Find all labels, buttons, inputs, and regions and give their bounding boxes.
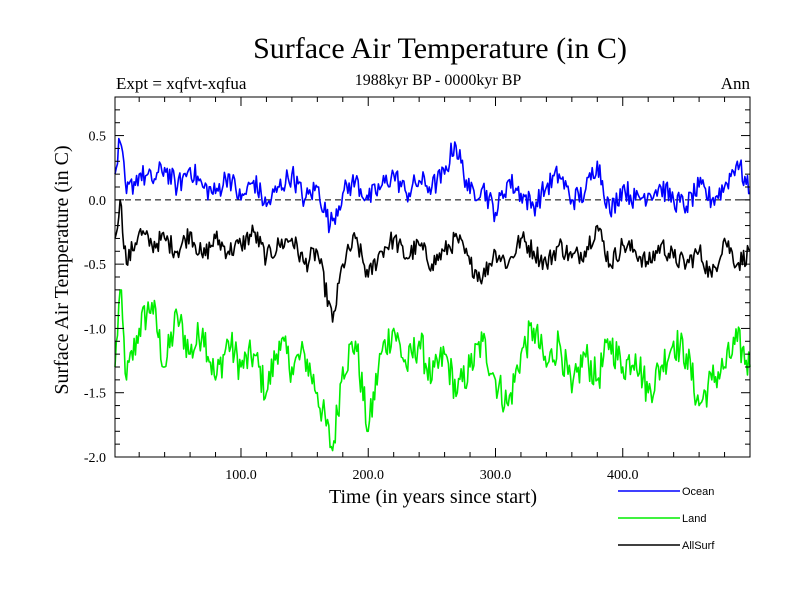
y-tick-label: 0.0 (89, 194, 107, 209)
y-axis-label: Surface Air Temperature (in C) (51, 145, 73, 394)
y-tick-label: -2.0 (84, 451, 106, 466)
season-label: Ann (721, 74, 751, 93)
y-tick-label: -0.5 (84, 258, 106, 273)
x-tick-label: 100.0 (225, 468, 257, 483)
experiment-label: Expt = xqfvt-xqfua (116, 74, 247, 93)
x-tick-label: 400.0 (607, 468, 639, 483)
y-tick-label: -1.0 (84, 322, 106, 337)
x-tick-label: 300.0 (480, 468, 512, 483)
x-tick-label: 200.0 (352, 468, 384, 483)
legend-label-allsurf: AllSurf (682, 540, 715, 552)
legend-label-ocean: Ocean (682, 486, 714, 498)
chart-subtitle: 1988kyr BP - 0000kyr BP (355, 72, 522, 89)
series-line-allsurf (114, 199, 751, 323)
x-axis-label: Time (in years since start) (329, 486, 537, 508)
chart-title: Surface Air Temperature (in C) (253, 32, 627, 65)
axes: 100.0 200.0 300.0 400.0 0.5 0.0 -0.5 -1.0 -1.5 -2… (84, 96, 751, 483)
y-tick-label: 0.5 (89, 130, 107, 145)
series-line-ocean (114, 137, 751, 234)
plot-frame (114, 96, 751, 458)
legend-label-land: Land (682, 513, 706, 525)
legend: Ocean Land AllSurf (618, 486, 715, 552)
y-tick-label: -1.5 (84, 387, 106, 402)
series-layer (114, 137, 751, 452)
series-line-land (114, 289, 751, 452)
